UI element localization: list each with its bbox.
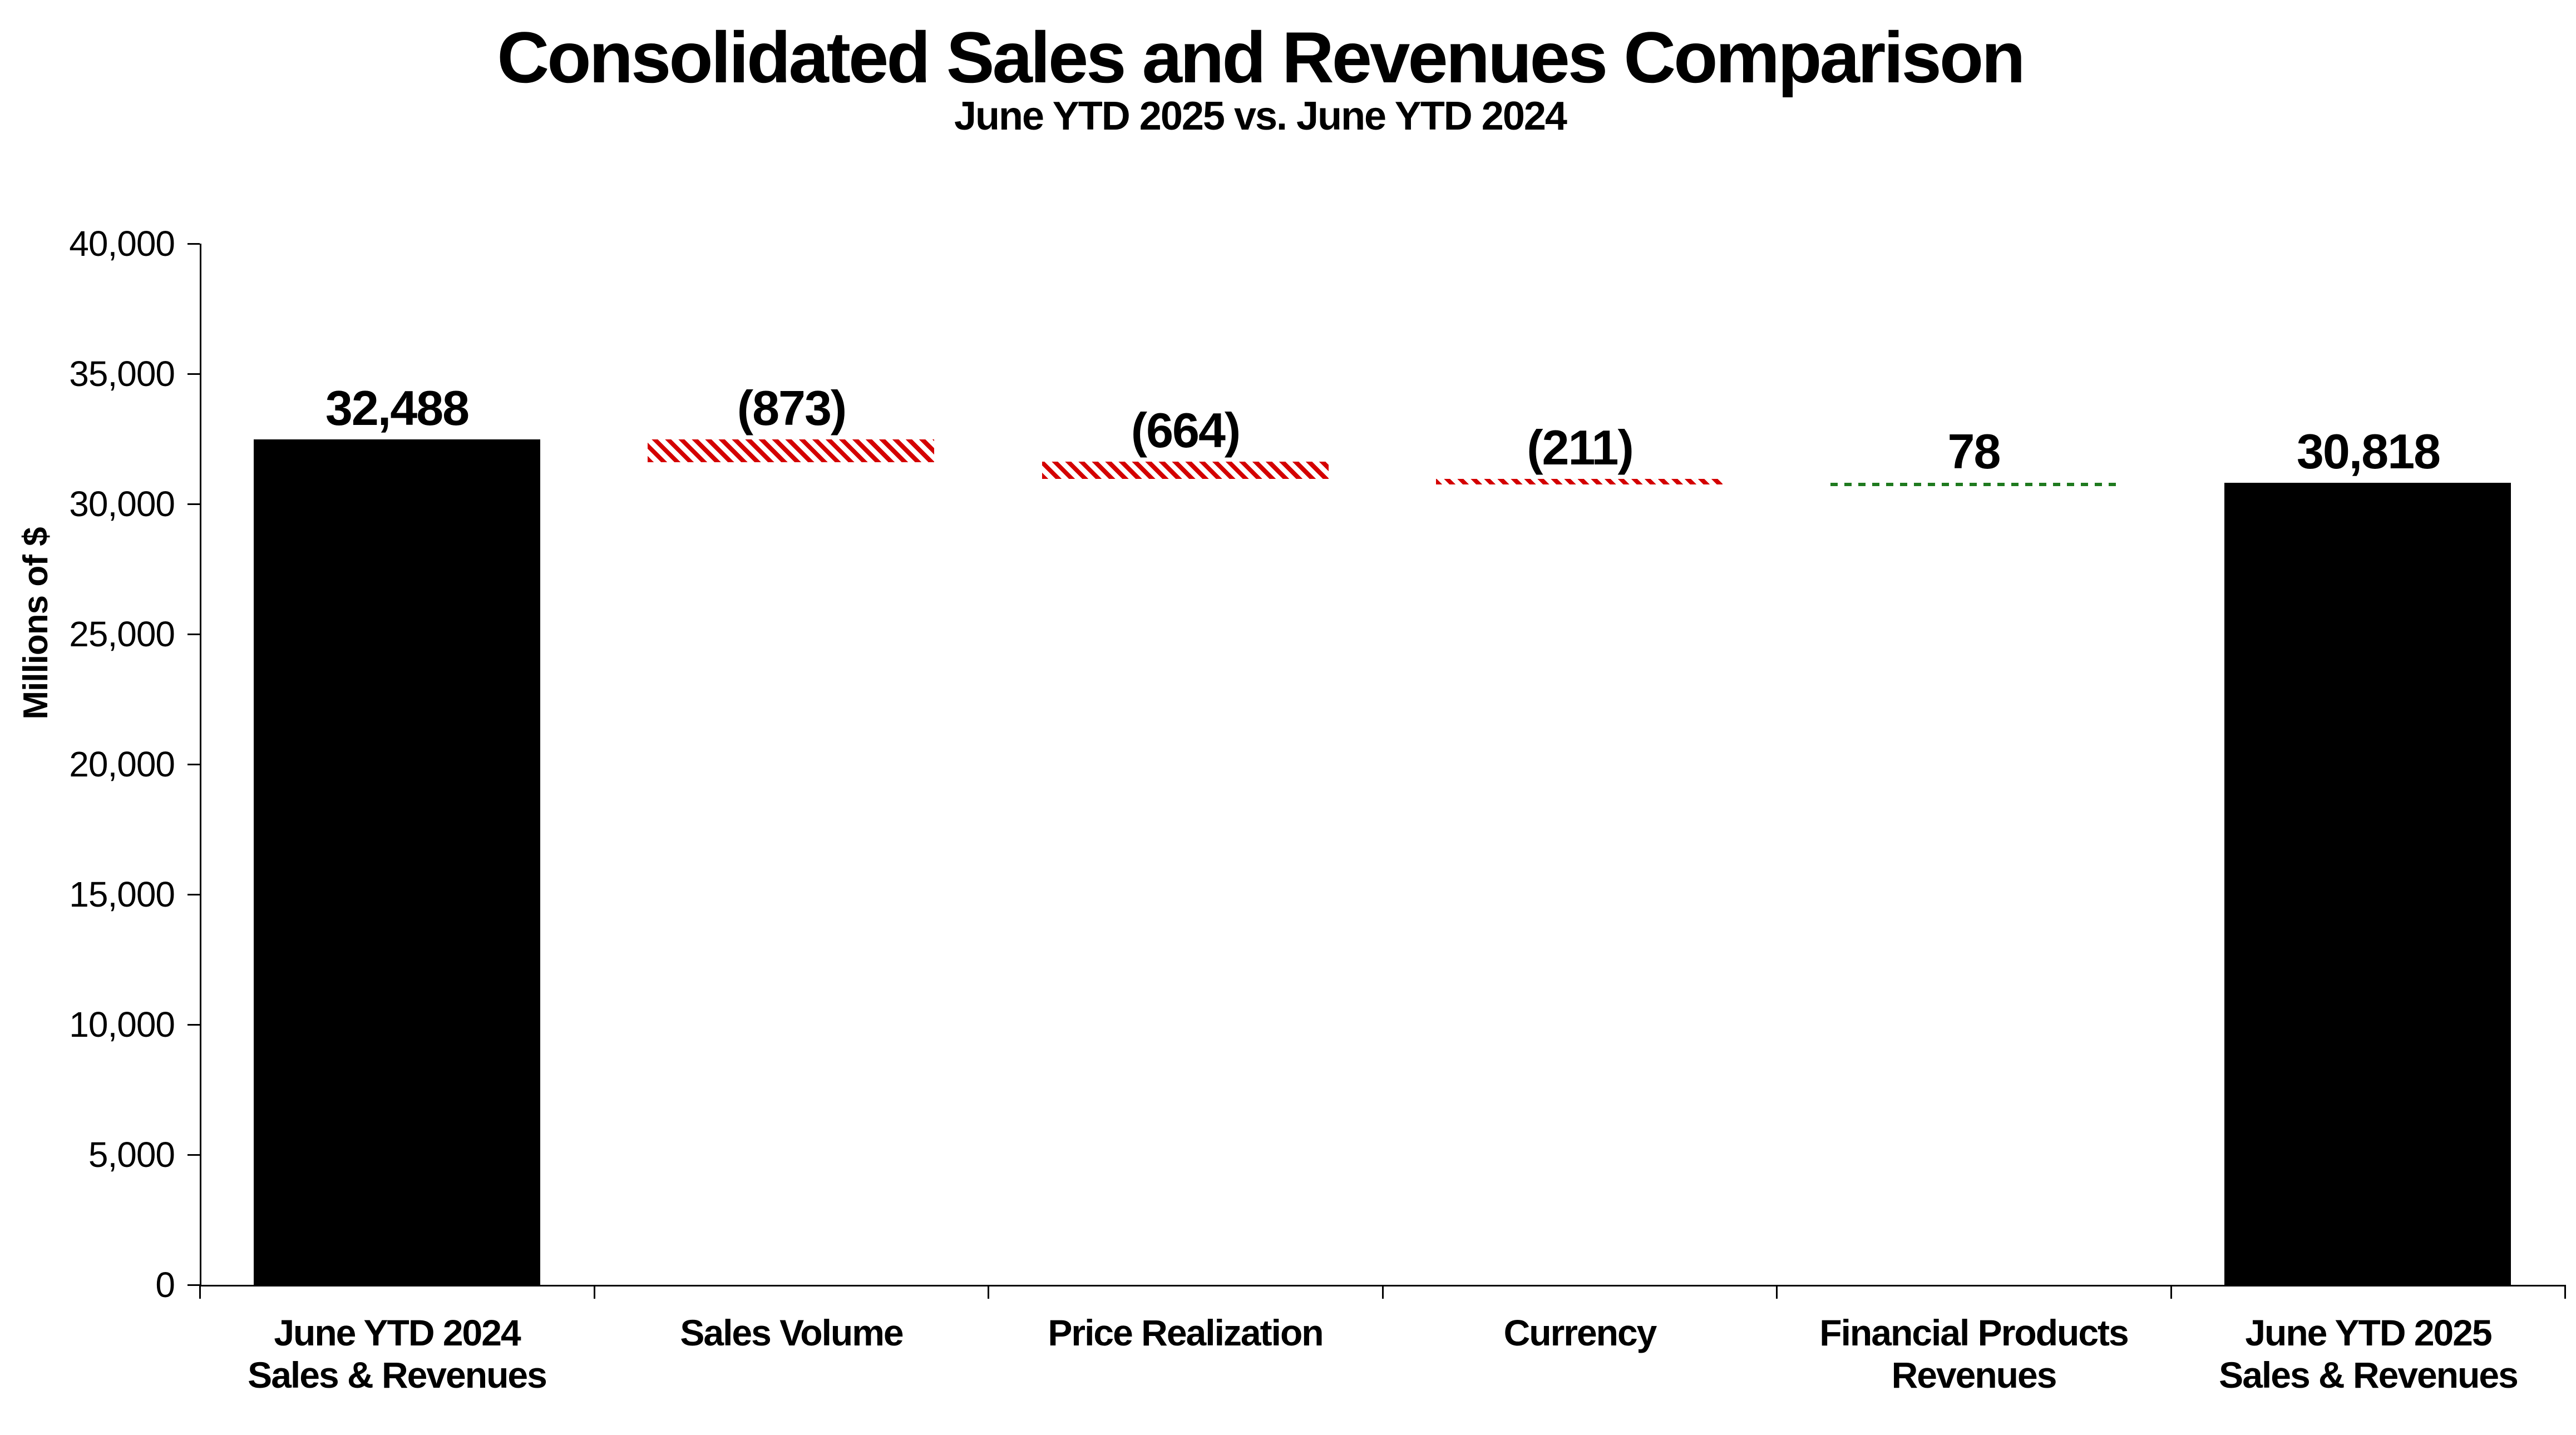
chart-title: Consolidated Sales and Revenues Comparis… bbox=[497, 17, 2025, 98]
category-label-line: Financial Products bbox=[1819, 1312, 2129, 1353]
y-tick-label: 25,000 bbox=[69, 614, 175, 654]
y-tick bbox=[187, 764, 200, 765]
category-label-line: June YTD 2024 bbox=[274, 1312, 521, 1353]
y-tick bbox=[187, 634, 200, 635]
category-label-line: Sales & Revenues bbox=[248, 1354, 547, 1396]
bar bar-2 bbox=[648, 439, 934, 462]
category-label: Financial Products Revenues bbox=[1776, 1312, 2171, 1396]
bar bar-1 bbox=[254, 439, 540, 1285]
x-tick bbox=[1382, 1285, 1384, 1299]
x-tick bbox=[594, 1285, 595, 1299]
bar bar-5 bbox=[1830, 483, 2117, 486]
y-tick bbox=[187, 1284, 200, 1286]
y-tick bbox=[187, 1154, 200, 1156]
category-label-line: Currency bbox=[1503, 1312, 1657, 1353]
x-tick bbox=[2564, 1285, 2566, 1299]
category-label-line: Price Realization bbox=[1048, 1312, 1324, 1353]
x-tick bbox=[988, 1285, 989, 1299]
bar bar-6 bbox=[2224, 483, 2511, 1285]
bar-value-label: 30,818 bbox=[2296, 424, 2441, 479]
y-tick bbox=[187, 373, 200, 375]
category-label: June YTD 2024 Sales & Revenues bbox=[200, 1312, 594, 1396]
bar-value-label: 78 bbox=[1947, 424, 2001, 479]
bar bar-4 bbox=[1436, 479, 1723, 484]
y-tick-label: 15,000 bbox=[69, 874, 175, 914]
y-tick bbox=[187, 894, 200, 895]
bar-value-label: (873) bbox=[737, 380, 847, 436]
y-tick-label: 30,000 bbox=[69, 484, 175, 524]
bar-value-label: 32,488 bbox=[325, 380, 470, 436]
chart-subtitle: June YTD 2025 vs. June YTD 2024 bbox=[954, 94, 1567, 138]
bar-value-label: (211) bbox=[1527, 420, 1634, 475]
y-tick-label: 40,000 bbox=[69, 224, 175, 264]
category-label: June YTD 2025 Sales & Revenues bbox=[2171, 1312, 2565, 1396]
category-label-line: June YTD 2025 bbox=[2245, 1312, 2492, 1353]
bar bar-3 bbox=[1042, 462, 1329, 479]
category-label-line: Revenues bbox=[1891, 1354, 2057, 1396]
y-tick-label: 10,000 bbox=[69, 1004, 175, 1045]
y-tick-label: 0 bbox=[155, 1265, 175, 1305]
y-tick bbox=[187, 1024, 200, 1026]
x-tick bbox=[2170, 1285, 2172, 1299]
y-tick bbox=[187, 503, 200, 505]
y-tick-label: 5,000 bbox=[88, 1135, 175, 1175]
x-tick bbox=[1776, 1285, 1778, 1299]
x-tick bbox=[199, 1285, 201, 1299]
y-axis-line bbox=[200, 244, 201, 1286]
category-label-line: Sales & Revenues bbox=[2219, 1354, 2519, 1396]
y-tick-label: 35,000 bbox=[69, 354, 175, 394]
y-tick bbox=[187, 243, 200, 245]
category-label-line: Sales Volume bbox=[680, 1312, 904, 1353]
category-label: Sales Volume bbox=[594, 1312, 989, 1354]
category-label: Currency bbox=[1383, 1312, 1777, 1354]
bar-value-label: (664) bbox=[1131, 403, 1241, 458]
y-tick-label: 20,000 bbox=[69, 744, 175, 784]
category-label: Price Realization bbox=[988, 1312, 1383, 1354]
